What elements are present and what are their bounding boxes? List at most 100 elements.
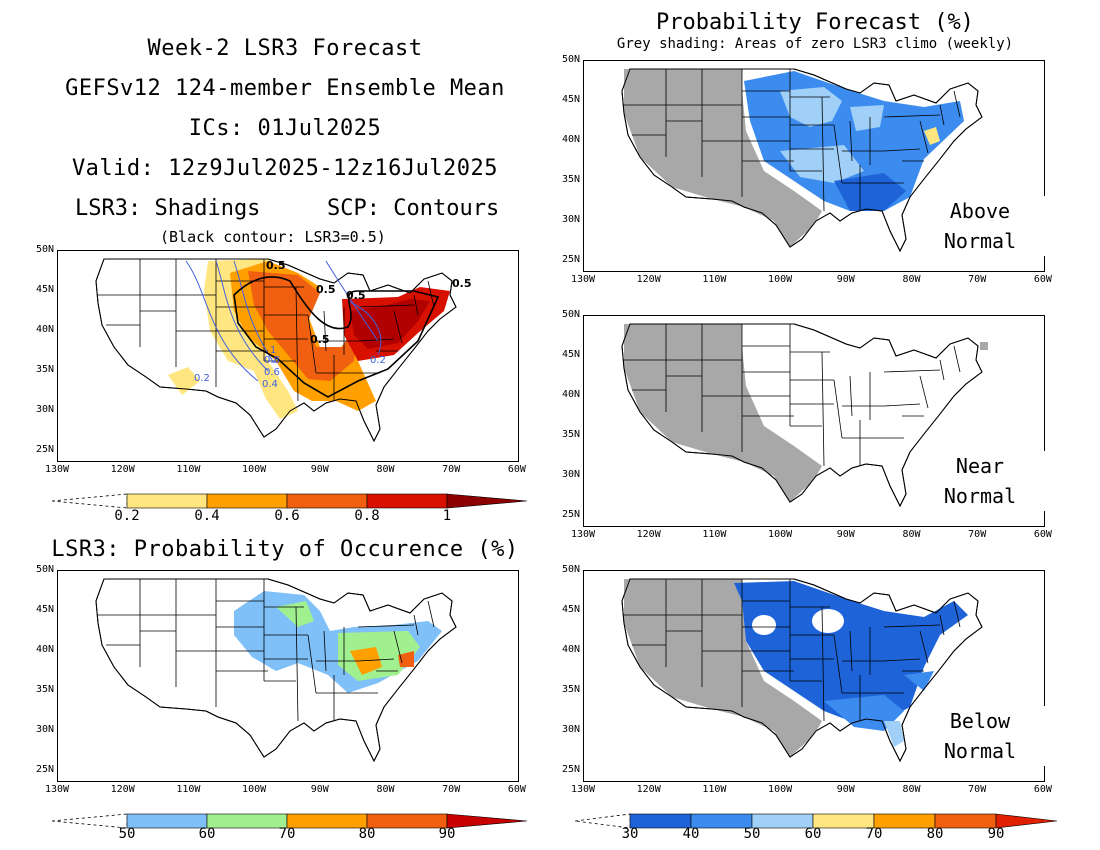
probability-subtitle: Grey shading: Areas of zero LSR3 climo (… bbox=[616, 36, 1014, 52]
lat-label-above: 45N bbox=[561, 94, 580, 105]
lon-label-above: 100W bbox=[768, 274, 793, 285]
lon-label-occ: 110W bbox=[176, 784, 201, 795]
lon-label-occ: 80W bbox=[376, 784, 395, 795]
lon-label-lsr3: 80W bbox=[376, 464, 395, 475]
lat-label-occ: 25N bbox=[35, 764, 54, 775]
lon-label-occ: 60W bbox=[507, 784, 526, 795]
contour-label-02b: 0.2 bbox=[370, 355, 386, 366]
contour-label: SCP: Contours bbox=[327, 196, 500, 221]
colorbar-label: 1 bbox=[442, 508, 452, 524]
lat-label-occ: 50N bbox=[35, 564, 54, 575]
lon-label-below: 90W bbox=[836, 784, 855, 795]
scp-contours bbox=[185, 260, 382, 382]
lat-label-lsr3: 45N bbox=[35, 284, 54, 295]
lat-label-occ: 40N bbox=[35, 644, 54, 655]
lon-label-below: 80W bbox=[902, 784, 921, 795]
near-label: Near Normal bbox=[915, 451, 1045, 511]
lon-label-lsr3: 100W bbox=[242, 464, 267, 475]
lon-label-occ: 90W bbox=[310, 784, 329, 795]
lon-label-occ: 130W bbox=[44, 784, 70, 795]
occurrence-title: LSR3: Probability of Occurence (%) bbox=[51, 537, 519, 562]
lat-label-lsr3: 30N bbox=[35, 404, 54, 415]
lat-label-occ: 45N bbox=[35, 604, 54, 615]
probability-title: Probability Forecast (%) bbox=[656, 10, 974, 35]
contour-label-05d: 0.5 bbox=[310, 333, 330, 346]
lon-label-near: 110W bbox=[702, 529, 727, 540]
lon-label-lsr3: 130W bbox=[44, 464, 70, 475]
contour-label-05a: 0.5 bbox=[266, 259, 286, 272]
lon-label-near: 80W bbox=[902, 529, 921, 540]
above-label: Above Normal bbox=[915, 196, 1045, 256]
lat-label-below: 25N bbox=[561, 764, 580, 775]
near-label-line1: Near bbox=[955, 454, 1005, 478]
shade-label: LSR3: Shadings bbox=[75, 196, 261, 221]
colorbar-swatch bbox=[446, 813, 528, 829]
lon-label-lsr3: 90W bbox=[310, 464, 329, 475]
lat-label-below: 35N bbox=[561, 684, 580, 695]
title-valid: Valid: 12z9Jul2025-12z16Jul2025 bbox=[71, 156, 499, 181]
above-label-line2: Normal bbox=[943, 229, 1017, 253]
lon-label-below: 100W bbox=[768, 784, 793, 795]
contour-note: (Black contour: LSR3=0.5) bbox=[160, 228, 386, 246]
lon-label-near: 70W bbox=[968, 529, 987, 540]
lon-label-above: 120W bbox=[636, 274, 661, 285]
contour-label-02a: 0.2 bbox=[194, 373, 210, 384]
lon-label-lsr3: 110W bbox=[176, 464, 201, 475]
colorbar-label: 60 bbox=[804, 826, 822, 842]
lon-label-above: 80W bbox=[902, 274, 921, 285]
colorbar-swatch bbox=[995, 813, 1058, 829]
lon-label-lsr3: 70W bbox=[442, 464, 461, 475]
lsr3-colorbar bbox=[52, 490, 532, 512]
lon-label-near: 90W bbox=[836, 529, 855, 540]
lon-label-near: 120W bbox=[636, 529, 661, 540]
lon-label-below: 110W bbox=[702, 784, 727, 795]
lat-label-near: 35N bbox=[561, 429, 580, 440]
contour-label-06: 0.6 bbox=[264, 367, 280, 378]
colorbar-underflow bbox=[52, 493, 128, 509]
lat-label-above: 35N bbox=[561, 174, 580, 185]
lat-label-lsr3: 35N bbox=[35, 364, 54, 375]
lon-label-near: 100W bbox=[768, 529, 793, 540]
colorbar-label: 40 bbox=[682, 826, 700, 842]
colorbar-label: 0.6 bbox=[274, 508, 300, 524]
colorbar-label: 0.2 bbox=[114, 508, 140, 524]
lon-label-near: 130W bbox=[570, 529, 596, 540]
lat-label-lsr3: 25N bbox=[35, 444, 54, 455]
colorbar-swatch bbox=[366, 493, 448, 509]
lat-label-above: 40N bbox=[561, 134, 580, 145]
lon-label-occ: 120W bbox=[110, 784, 135, 795]
colorbar-label: 60 bbox=[198, 826, 216, 842]
lat-label-below: 40N bbox=[561, 644, 580, 655]
lat-label-above: 30N bbox=[561, 214, 580, 225]
colorbar-label: 0.8 bbox=[354, 508, 380, 524]
contour-label-08: 0.8 bbox=[264, 355, 280, 366]
title-forecast: Week-2 LSR3 Forecast bbox=[147, 36, 423, 61]
colorbar-label: 0.4 bbox=[194, 508, 220, 524]
lon-label-above: 90W bbox=[836, 274, 855, 285]
lat-label-occ: 30N bbox=[35, 724, 54, 735]
lon-label-below: 130W bbox=[570, 784, 596, 795]
lon-label-near: 60W bbox=[1033, 529, 1052, 540]
colorbar-swatch bbox=[446, 493, 528, 509]
title-ics: ICs: 01Jul2025 bbox=[188, 116, 382, 141]
above-normal-map bbox=[583, 60, 1045, 272]
lon-label-lsr3: 60W bbox=[507, 464, 526, 475]
lon-label-occ: 100W bbox=[242, 784, 267, 795]
lat-label-below: 50N bbox=[561, 564, 580, 575]
colorbar-swatch bbox=[286, 493, 368, 509]
near-normal-map bbox=[583, 315, 1045, 527]
below-label: Below Normal bbox=[915, 706, 1045, 766]
lsr3-map: 0.5 0.5 0.5 0.5 0.5 1 0.8 0.6 0.4 0.2 0.… bbox=[57, 250, 519, 462]
colorbar-label: 30 bbox=[621, 826, 639, 842]
lat-label-above: 25N bbox=[561, 254, 580, 265]
lat-label-near: 30N bbox=[561, 469, 580, 480]
probability-colorbar bbox=[575, 810, 1065, 832]
lon-label-above: 70W bbox=[968, 274, 987, 285]
lat-label-near: 25N bbox=[561, 509, 580, 520]
below-label-line1: Below bbox=[949, 709, 1011, 733]
below-label-line2: Normal bbox=[943, 739, 1017, 763]
colorbar-label: 90 bbox=[438, 826, 456, 842]
colorbar-label: 70 bbox=[865, 826, 883, 842]
contour-label-05b: 0.5 bbox=[316, 283, 336, 296]
above-label-line1: Above bbox=[949, 199, 1011, 223]
